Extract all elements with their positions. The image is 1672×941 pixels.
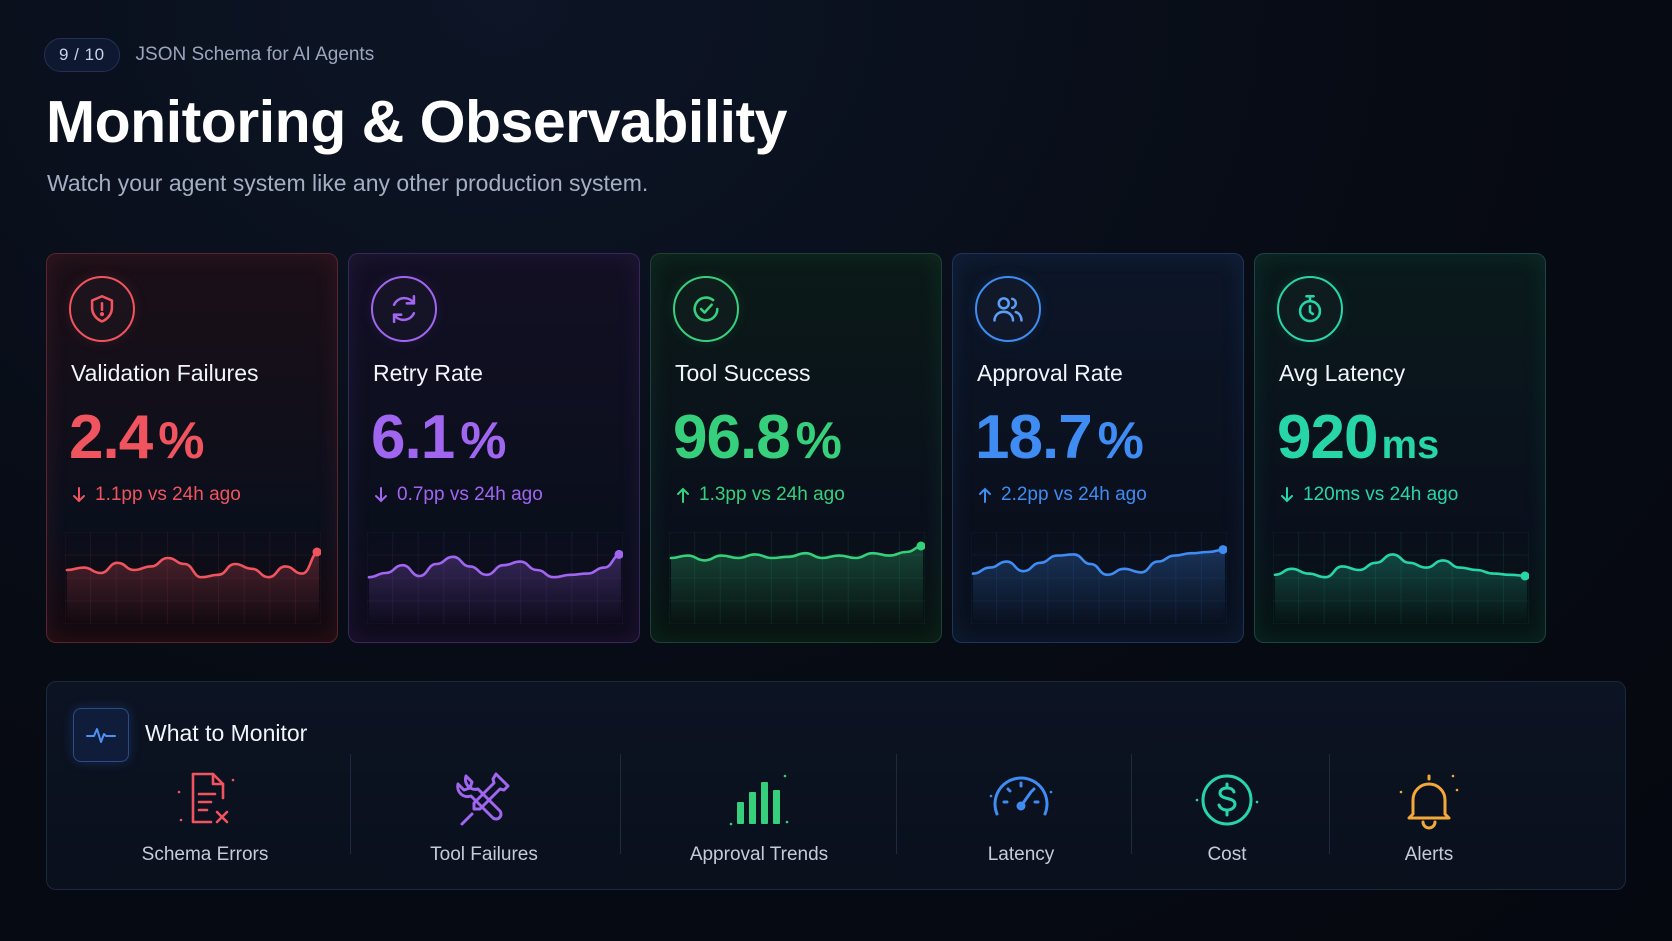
metric-value-group: 6.1 % [371, 402, 506, 473]
deck-title: JSON Schema for AI Agents [135, 44, 375, 65]
spark-line [1273, 553, 1529, 579]
metric-card-tool-success[interactable]: Tool Success 96.8 % 1.3pp vs 24h ago [650, 253, 942, 643]
spark-end-point [1218, 545, 1227, 555]
sparkline [65, 532, 321, 624]
monitor-item-tool-failures[interactable]: Tool Failures [384, 762, 584, 866]
spark-area [973, 549, 1225, 624]
slide-counter-badge: 9 / 10 [44, 38, 120, 72]
spark-end-point [1520, 571, 1529, 581]
check-circle-icon [673, 276, 739, 342]
sparkline [669, 532, 925, 624]
metric-card-approval-rate[interactable]: Approval Rate 18.7 % 2.2pp vs 24h ago [952, 253, 1244, 643]
metric-title: Validation Failures [71, 360, 259, 386]
users-icon [975, 276, 1041, 342]
monitor-item-label: Latency [987, 844, 1055, 865]
metric-delta: 0.7pp vs 24h ago [373, 484, 543, 506]
spark-line [971, 548, 1227, 577]
stopwatch-icon [1277, 276, 1343, 342]
metric-unit: % [795, 412, 842, 470]
divider [1329, 754, 1330, 854]
metric-card-validation-failures[interactable]: Validation Failures 2.4 % 1.1pp vs 24h a… [46, 253, 338, 643]
metric-card-retry-rate[interactable]: Retry Rate 6.1 % 0.7pp vs 24h ago [348, 253, 640, 643]
metric-card-avg-latency[interactable]: Avg Latency 920 ms 120ms vs 24h ago [1254, 253, 1546, 643]
divider [350, 754, 351, 854]
monitor-title: What to Monitor [145, 720, 308, 746]
sparkline [367, 532, 623, 624]
monitor-item-alerts[interactable]: Alerts [1329, 762, 1529, 866]
file-x-icon [177, 772, 235, 824]
monitor-item-approval-trends[interactable]: Approval Trends [659, 762, 859, 866]
sparkline [971, 532, 1227, 624]
monitor-item-label: Tool Failures [430, 844, 538, 865]
spark-end-point [614, 549, 623, 559]
bar-chart-icon [729, 774, 789, 826]
spark-line [65, 550, 321, 579]
metric-value-group: 2.4 % [69, 402, 204, 473]
divider [1131, 754, 1132, 854]
metric-title: Retry Rate [373, 360, 483, 386]
metric-unit: ms [1381, 423, 1440, 467]
metric-title: Avg Latency [1279, 360, 1406, 386]
monitor-item-label: Cost [1207, 844, 1247, 865]
spark-line [367, 553, 623, 579]
monitor-item-schema-errors[interactable]: Schema Errors [105, 762, 305, 866]
bell-icon [1399, 774, 1459, 830]
metric-title: Approval Rate [977, 360, 1123, 386]
metric-delta: 1.1pp vs 24h ago [71, 484, 241, 506]
monitor-item-label: Schema Errors [141, 844, 269, 865]
metric-value: 2.4 [69, 403, 153, 472]
spark-end-point [916, 541, 925, 551]
metric-delta-text: 120ms vs 24h ago [1303, 484, 1459, 505]
metric-delta: 120ms vs 24h ago [1279, 484, 1458, 506]
monitor-item-latency[interactable]: Latency [921, 762, 1121, 866]
metric-value: 96.8 [673, 403, 791, 472]
sparkline [1273, 532, 1529, 624]
metric-unit: % [460, 412, 507, 470]
metric-delta: 2.2pp vs 24h ago [977, 484, 1147, 506]
metric-value: 18.7 [975, 403, 1093, 472]
metric-cards: Validation Failures 2.4 % 1.1pp vs 24h a… [46, 253, 1626, 643]
spark-line [669, 544, 925, 562]
gauge-icon [989, 776, 1053, 816]
divider [896, 754, 897, 854]
metric-value: 6.1 [371, 403, 455, 472]
arrow-up-icon [677, 487, 689, 503]
metric-value-group: 920 ms [1277, 402, 1439, 473]
arrow-down-icon [375, 487, 387, 503]
metric-delta-text: 1.3pp vs 24h ago [699, 484, 845, 505]
refresh-icon [371, 276, 437, 342]
metric-delta-text: 1.1pp vs 24h ago [95, 484, 241, 505]
metric-value-group: 18.7 % [975, 402, 1144, 473]
monitor-item-label: Approval Trends [689, 844, 829, 865]
spark-end-point [312, 547, 321, 557]
dollar-icon [1195, 774, 1259, 826]
metric-unit: % [1097, 412, 1144, 470]
metric-delta-text: 0.7pp vs 24h ago [397, 484, 543, 505]
spark-area [369, 554, 621, 624]
tools-icon [456, 772, 510, 826]
page-subtitle: Watch your agent system like any other p… [47, 170, 649, 196]
arrow-up-icon [979, 487, 991, 503]
metric-value-group: 96.8 % [673, 402, 842, 473]
divider [620, 754, 621, 854]
what-to-monitor-panel: What to Monitor Schema Errors Tool Failu… [46, 681, 1626, 890]
metric-value: 920 [1277, 403, 1378, 472]
header-row: 9 / 10 JSON Schema for AI Agents [44, 38, 374, 72]
pulse-icon [73, 708, 129, 762]
shield-alert-icon [69, 276, 135, 342]
metric-title: Tool Success [675, 360, 811, 386]
metric-unit: % [158, 412, 205, 470]
metric-delta: 1.3pp vs 24h ago [675, 484, 845, 506]
arrow-down-icon [1281, 487, 1293, 503]
spark-area [671, 546, 923, 624]
spark-area [1275, 554, 1527, 624]
arrow-down-icon [73, 487, 85, 503]
monitor-item-cost[interactable]: Cost [1127, 762, 1327, 866]
page-title: Monitoring & Observability [46, 89, 787, 155]
monitor-item-label: Alerts [1404, 844, 1454, 865]
metric-delta-text: 2.2pp vs 24h ago [1001, 484, 1147, 505]
